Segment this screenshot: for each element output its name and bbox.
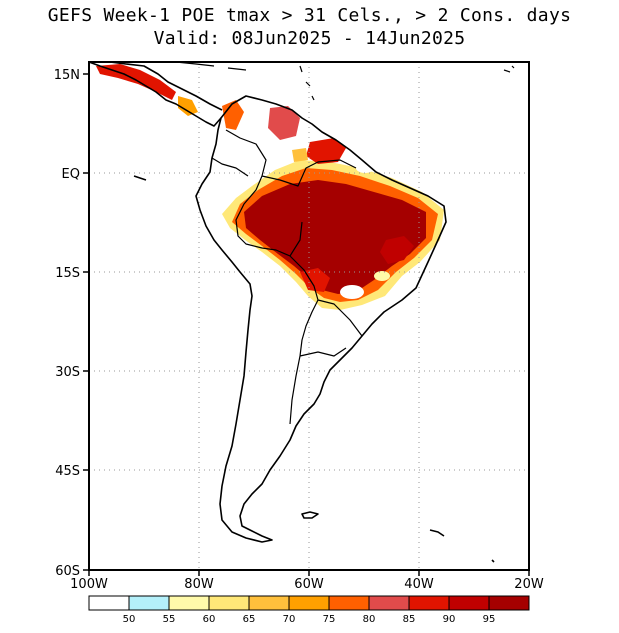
caribbean-islands xyxy=(175,61,515,101)
south-georgia xyxy=(429,529,445,537)
lon-label-60w: 60W xyxy=(294,577,324,592)
lat-label-60s: 60S xyxy=(55,564,80,579)
map-title: GEFS Week-1 POE tmax > 31 Cels., > 2 Con… xyxy=(47,5,572,26)
shading-gap xyxy=(374,271,390,281)
lon-label-40w: 40W xyxy=(404,577,434,592)
colorbar-label: 50 xyxy=(123,614,136,625)
shading-north-patch xyxy=(268,106,300,140)
central-america-coast xyxy=(88,61,222,127)
colorbar-swatch xyxy=(248,595,290,611)
colorbar-label: 65 xyxy=(243,614,256,625)
shading-central-america xyxy=(178,96,198,116)
colorbar-swatch xyxy=(368,595,410,611)
lon-label-100w: 100W xyxy=(70,577,108,592)
shading-gap xyxy=(340,285,364,299)
colorbar-swatch xyxy=(408,595,450,611)
country-borders xyxy=(211,129,363,425)
lon-label-80w: 80W xyxy=(184,577,214,592)
colorbar-label: 70 xyxy=(283,614,296,625)
shading-red-patch xyxy=(380,236,414,264)
lat-label-30s: 30S xyxy=(55,365,80,380)
colorbar-label: 80 xyxy=(363,614,376,625)
lat-label-eq: EQ xyxy=(62,167,80,182)
colorbar-swatch xyxy=(208,595,250,611)
small-island xyxy=(491,559,495,563)
lat-label-15s: 15S xyxy=(55,266,80,281)
shading-core xyxy=(244,180,426,294)
lat-label-45s: 45S xyxy=(55,464,80,479)
shading-red-patch xyxy=(300,268,330,292)
lon-label-20w: 20W xyxy=(514,577,544,592)
lat-label-15n: 15N xyxy=(54,68,80,83)
colorbar-swatch xyxy=(288,595,330,611)
colorbar-swatch xyxy=(128,595,170,611)
coastlines xyxy=(88,61,515,563)
tick-marks xyxy=(83,73,530,576)
colorbar-swatch xyxy=(88,595,130,611)
colorbar: 50 55 60 65 70 75 80 85 90 95 xyxy=(88,595,530,625)
colorbar-label: 75 xyxy=(323,614,336,625)
shading-north-patch xyxy=(292,148,308,162)
colorbar-label: 95 xyxy=(483,614,496,625)
graticule xyxy=(89,62,529,570)
colorbar-swatch xyxy=(328,595,370,611)
shading-central-america xyxy=(96,64,176,100)
central-america-north-coast xyxy=(109,61,223,111)
colorbar-label: 55 xyxy=(163,614,176,625)
colorbar-label: 60 xyxy=(203,614,216,625)
falkland-islands xyxy=(301,511,319,519)
colorbar-swatch xyxy=(168,595,210,611)
galapagos-islands xyxy=(133,175,147,181)
longitude-labels: 100W 80W 60W 40W 20W xyxy=(70,577,544,592)
map-valid-dates: Valid: 08Jun2025 - 14Jun2025 xyxy=(153,28,466,49)
colorbar-swatch xyxy=(488,595,530,611)
shading-north-patch xyxy=(222,100,244,130)
colorbar-swatch xyxy=(448,595,490,611)
colorbar-label: 85 xyxy=(403,614,416,625)
colorbar-label: 90 xyxy=(443,614,456,625)
south-america-coast xyxy=(195,95,447,543)
plot-frame xyxy=(88,61,530,571)
probability-shading xyxy=(96,64,444,310)
latitude-labels: 15N EQ 15S 30S 45S 60S xyxy=(54,68,80,579)
shading-north-patch xyxy=(306,138,346,164)
